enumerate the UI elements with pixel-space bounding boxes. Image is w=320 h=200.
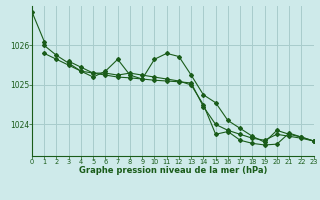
X-axis label: Graphe pression niveau de la mer (hPa): Graphe pression niveau de la mer (hPa)	[79, 166, 267, 175]
